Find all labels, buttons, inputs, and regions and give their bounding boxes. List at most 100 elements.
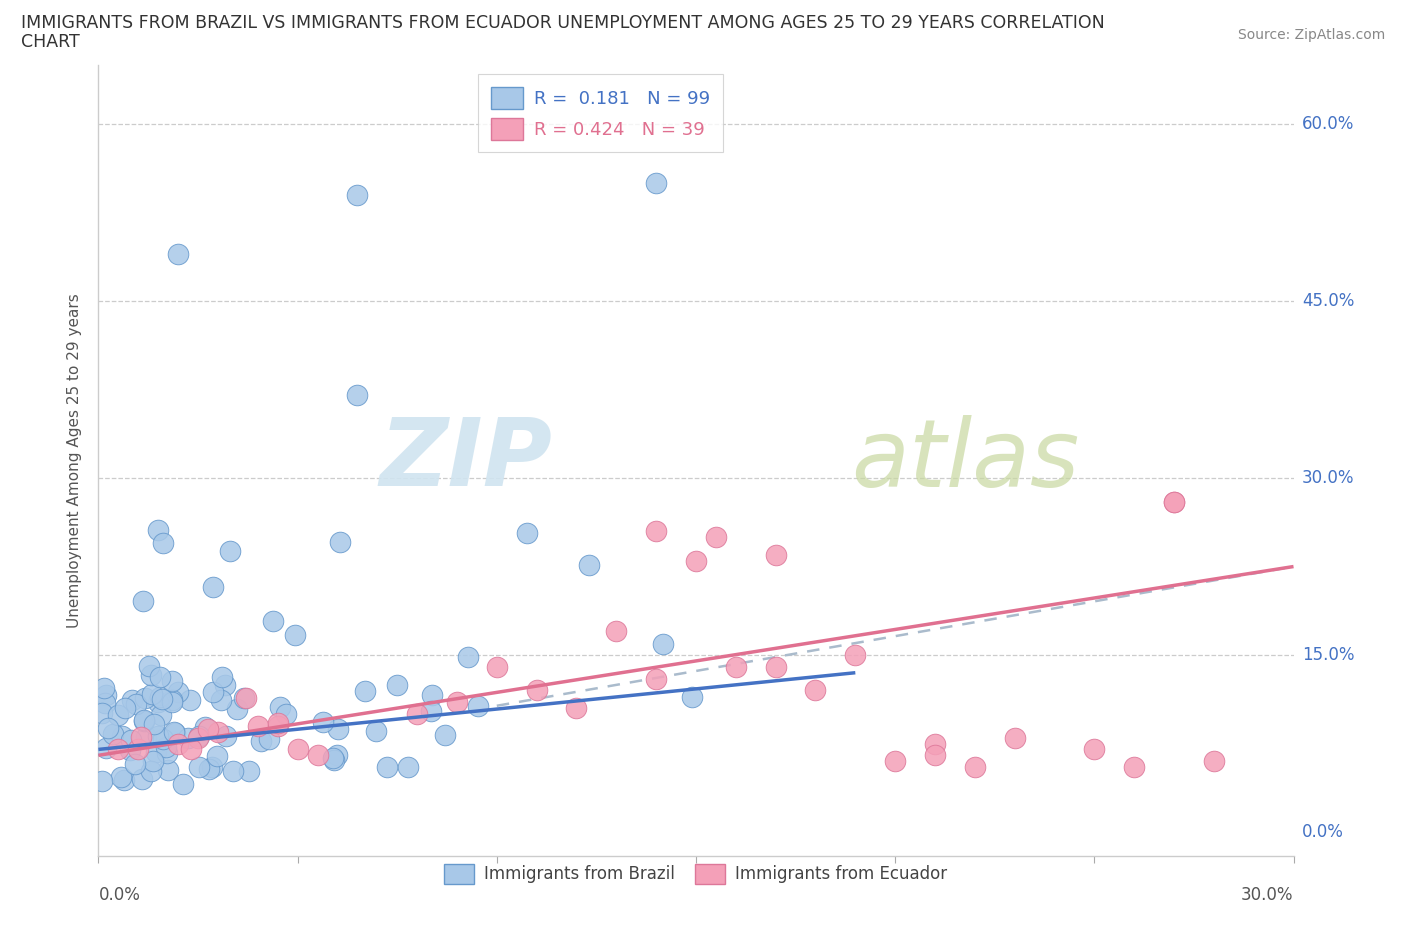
Point: [155, 739, 177, 754]
Point: [329, 535, 352, 550]
Point: [346, 188, 368, 203]
Point: [433, 728, 456, 743]
Point: [149, 670, 172, 684]
Point: [131, 772, 153, 787]
Point: [645, 671, 668, 686]
Point: [132, 713, 155, 728]
Point: [457, 649, 479, 664]
Point: [578, 557, 600, 572]
Point: [467, 698, 489, 713]
Point: [267, 716, 290, 731]
Point: [257, 731, 280, 746]
Point: [91, 706, 114, 721]
Point: [211, 693, 233, 708]
Point: [287, 742, 309, 757]
Point: [97, 721, 120, 736]
Point: [101, 727, 124, 742]
Point: [396, 760, 419, 775]
Point: [246, 718, 269, 733]
Text: 30.0%: 30.0%: [1241, 886, 1294, 904]
Point: [107, 708, 129, 723]
Point: [156, 746, 179, 761]
Point: [284, 628, 307, 643]
Point: [322, 751, 344, 765]
Point: [366, 724, 388, 738]
Point: [177, 730, 200, 745]
Point: [124, 756, 146, 771]
Text: IMMIGRANTS FROM BRAZIL VS IMMIGRANTS FROM ECUADOR UNEMPLOYMENT AMONG AGES 25 TO : IMMIGRANTS FROM BRAZIL VS IMMIGRANTS FRO…: [21, 14, 1105, 32]
Point: [150, 692, 173, 707]
Point: [219, 544, 242, 559]
Point: [114, 773, 136, 788]
Point: [211, 670, 233, 684]
Point: [233, 690, 256, 705]
Point: [924, 748, 946, 763]
Point: [516, 526, 538, 541]
Point: [138, 658, 160, 673]
Point: [187, 760, 209, 775]
Point: [844, 647, 866, 662]
Point: [354, 684, 377, 698]
Point: [1123, 760, 1146, 775]
Point: [645, 176, 668, 191]
Point: [94, 741, 117, 756]
Point: [249, 734, 271, 749]
Text: CHART: CHART: [21, 33, 80, 50]
Point: [201, 760, 224, 775]
Point: [1163, 494, 1185, 509]
Point: [163, 724, 186, 739]
Point: [93, 681, 115, 696]
Point: [222, 764, 245, 778]
Y-axis label: Unemployment Among Ages 25 to 29 years: Unemployment Among Ages 25 to 29 years: [67, 293, 83, 628]
Point: [276, 707, 298, 722]
Point: [346, 388, 368, 403]
Point: [307, 748, 329, 763]
Legend: Immigrants from Brazil, Immigrants from Ecuador: Immigrants from Brazil, Immigrants from …: [437, 857, 955, 891]
Point: [804, 683, 827, 698]
Text: 0.0%: 0.0%: [98, 886, 141, 904]
Point: [269, 700, 291, 715]
Point: [172, 777, 194, 791]
Point: [446, 695, 468, 710]
Text: atlas: atlas: [852, 415, 1080, 506]
Point: [96, 688, 118, 703]
Point: [485, 659, 508, 674]
Point: [651, 636, 673, 651]
Point: [167, 736, 190, 751]
Point: [704, 529, 727, 544]
Point: [267, 718, 290, 733]
Point: [152, 732, 174, 747]
Point: [326, 722, 349, 737]
Point: [765, 547, 787, 562]
Point: [166, 684, 188, 699]
Text: ZIP: ZIP: [380, 415, 553, 506]
Point: [148, 728, 170, 743]
Point: [141, 686, 163, 701]
Text: 0.0%: 0.0%: [1302, 823, 1344, 841]
Point: [180, 741, 202, 756]
Point: [150, 708, 173, 723]
Point: [165, 725, 187, 740]
Point: [127, 742, 149, 757]
Text: Source: ZipAtlas.com: Source: ZipAtlas.com: [1237, 28, 1385, 42]
Point: [121, 693, 143, 708]
Point: [142, 753, 165, 768]
Point: [197, 721, 219, 736]
Point: [1004, 730, 1026, 745]
Point: [605, 624, 627, 639]
Point: [141, 764, 163, 778]
Point: [420, 687, 443, 702]
Point: [1163, 494, 1185, 509]
Point: [135, 730, 157, 745]
Point: [141, 668, 163, 683]
Text: 15.0%: 15.0%: [1302, 646, 1354, 664]
Point: [94, 695, 117, 710]
Point: [146, 523, 169, 538]
Point: [526, 683, 548, 698]
Point: [107, 742, 129, 757]
Point: [120, 733, 142, 748]
Point: [406, 707, 429, 722]
Point: [214, 677, 236, 692]
Point: [118, 743, 141, 758]
Point: [156, 763, 179, 777]
